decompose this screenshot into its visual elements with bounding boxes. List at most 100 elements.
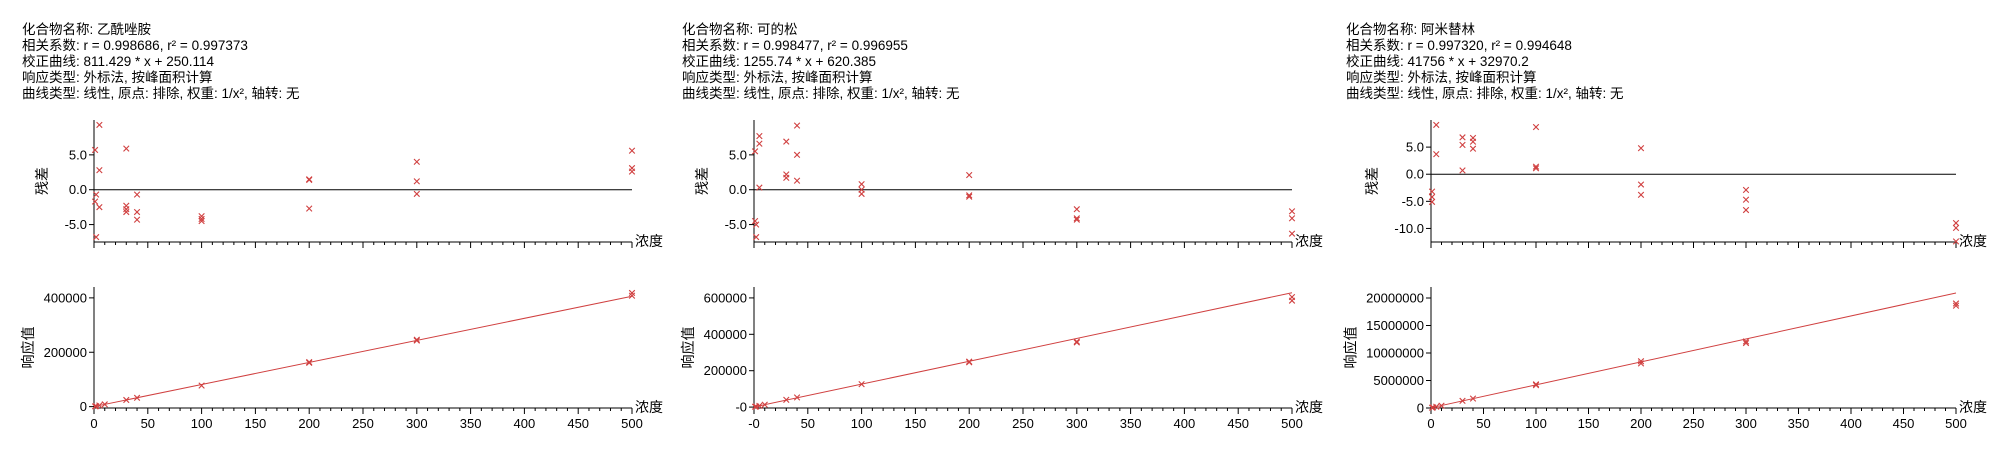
data-point bbox=[966, 193, 973, 200]
y-axis-label: 残差 bbox=[1364, 167, 1380, 195]
data-point bbox=[1532, 123, 1540, 131]
data-point bbox=[751, 148, 759, 155]
data-point bbox=[1459, 141, 1466, 149]
data-point bbox=[793, 151, 801, 159]
data-point bbox=[101, 401, 108, 408]
x-tick-label: 200 bbox=[298, 416, 320, 431]
compound-name-line: 化合物名称: 乙酰唑胺 bbox=[22, 22, 682, 38]
data-point bbox=[91, 146, 99, 154]
x-axis-label: 浓度 bbox=[1959, 233, 1987, 249]
data-point bbox=[91, 198, 99, 205]
data-point bbox=[92, 191, 100, 198]
data-point bbox=[628, 147, 636, 154]
x-tick-label: 350 bbox=[1788, 416, 1810, 431]
x-axis-label: 浓度 bbox=[1295, 233, 1323, 249]
y-tick-label: 200000 bbox=[704, 363, 747, 378]
data-point bbox=[1428, 193, 1436, 201]
y-tick-label: 20000000 bbox=[1366, 291, 1424, 306]
compound-name: 阿米替林 bbox=[1421, 22, 1476, 37]
data-point bbox=[783, 138, 790, 145]
fit-line bbox=[93, 295, 633, 408]
calibration-line: 校正曲线: 811.429 * x + 250.114 bbox=[22, 54, 214, 69]
curve-type-line: 曲线类型: 线性, 原点: 排除, 权重: 1/x², 轴转: 无 bbox=[1346, 86, 1624, 101]
response-type-line: 响应类型: 外标法, 按峰面积计算 bbox=[22, 70, 213, 85]
data-point bbox=[783, 174, 790, 182]
data-point bbox=[1742, 338, 1750, 345]
data-point bbox=[96, 167, 103, 174]
data-point bbox=[96, 402, 103, 409]
data-point bbox=[1438, 402, 1445, 409]
data-point bbox=[752, 233, 760, 241]
curve-type-line: 曲线类型: 线性, 原点: 排除, 权重: 1/x², 轴转: 无 bbox=[22, 86, 300, 101]
y-tick-label: -5.0 bbox=[65, 217, 87, 232]
y-tick-label: 400000 bbox=[44, 290, 87, 305]
data-point bbox=[1073, 216, 1080, 223]
data-point bbox=[966, 359, 973, 366]
data-point bbox=[1742, 206, 1750, 214]
y-tick-label: 10000000 bbox=[1366, 346, 1424, 361]
data-point bbox=[1459, 397, 1466, 405]
data-point bbox=[966, 192, 973, 199]
calibration-panel-3: 化合物名称: 阿米替林 相关系数: r = 0.997320, r² = 0.9… bbox=[1342, 0, 2000, 454]
x-tick-label: 100 bbox=[851, 416, 873, 431]
compound-name: 乙酰唑胺 bbox=[97, 22, 152, 37]
data-point bbox=[306, 176, 313, 184]
x-tick-label: 500 bbox=[1945, 416, 1967, 431]
x-axis-label: 浓度 bbox=[1295, 399, 1323, 415]
compound-name-label: 化合物名称: bbox=[1346, 22, 1418, 37]
y-tick-label: 5.0 bbox=[69, 147, 87, 162]
data-point bbox=[413, 158, 420, 166]
data-point bbox=[1469, 145, 1477, 152]
compound-info: 化合物名称: 乙酰唑胺 相关系数: r = 0.998686, r² = 0.9… bbox=[22, 22, 682, 102]
residual-plot: 浓度 5.0 0.0 -5.0 -10.0 残差 bbox=[1364, 120, 1987, 249]
x-axis-label: 浓度 bbox=[635, 399, 663, 415]
data-point bbox=[793, 394, 801, 401]
data-point bbox=[306, 205, 313, 212]
data-point bbox=[1288, 230, 1296, 237]
x-tick-label: 300 bbox=[1735, 416, 1757, 431]
data-point bbox=[198, 382, 205, 389]
y-tick-label: 15000000 bbox=[1366, 318, 1424, 333]
data-point bbox=[1288, 297, 1296, 304]
x-tick-label: 250 bbox=[1683, 416, 1705, 431]
plots-svg: 浓度 5.0 0.0 -5.0 残差 0 50 100 150 200 250 300 350 400 4… bbox=[20, 120, 663, 431]
x-tick-label: 500 bbox=[621, 416, 643, 431]
data-point bbox=[751, 217, 759, 225]
data-point bbox=[1469, 138, 1477, 145]
x-tick-label: 200 bbox=[958, 416, 980, 431]
data-point bbox=[1952, 238, 1960, 245]
x-tick-label: 300 bbox=[406, 416, 428, 431]
data-point bbox=[133, 208, 141, 216]
curve-type-line: 曲线类型: 线性, 原点: 排除, 权重: 1/x², 轴转: 无 bbox=[682, 86, 960, 101]
x-tick-label: 400 bbox=[1174, 416, 1196, 431]
y-tick-label: 400000 bbox=[704, 327, 747, 342]
data-point bbox=[1428, 188, 1436, 195]
data-point bbox=[793, 122, 801, 129]
data-point bbox=[858, 180, 865, 188]
x-tick-label: 250 bbox=[352, 416, 374, 431]
compound-name: 可的松 bbox=[757, 22, 798, 37]
compound-info: 化合物名称: 可的松 相关系数: r = 0.998477, r² = 0.99… bbox=[682, 22, 1342, 102]
data-point bbox=[1952, 219, 1960, 227]
data-point bbox=[1433, 403, 1440, 410]
compound-name-label: 化合物名称: bbox=[682, 22, 754, 37]
compound-name-line: 化合物名称: 阿米替林 bbox=[1346, 22, 2000, 38]
y-tick-label: 0.0 bbox=[729, 182, 747, 197]
data-point bbox=[123, 208, 130, 216]
y-axis-label: 响应值 bbox=[1342, 327, 1358, 369]
y-tick-label: -5.0 bbox=[725, 217, 747, 232]
plots-svg: 浓度 5.0 0.0 -5.0 -10.0 残差 0 50 100 150 200 250 300 35… bbox=[1342, 120, 1987, 431]
data-point bbox=[1952, 224, 1960, 232]
data-point bbox=[858, 380, 865, 388]
data-point bbox=[96, 203, 103, 211]
data-point bbox=[1073, 206, 1080, 213]
data-point bbox=[752, 221, 760, 228]
data-point bbox=[1637, 145, 1645, 152]
calibration-panel-1: 化合物名称: 乙酰唑胺 相关系数: r = 0.998686, r² = 0.9… bbox=[20, 0, 682, 454]
correlation-line: 相关系数: r = 0.998686, r² = 0.997373 bbox=[22, 38, 248, 53]
calibration-line: 校正曲线: 41756 * x + 32970.2 bbox=[1346, 54, 1529, 69]
data-point bbox=[1742, 186, 1750, 194]
data-point bbox=[1532, 165, 1540, 172]
